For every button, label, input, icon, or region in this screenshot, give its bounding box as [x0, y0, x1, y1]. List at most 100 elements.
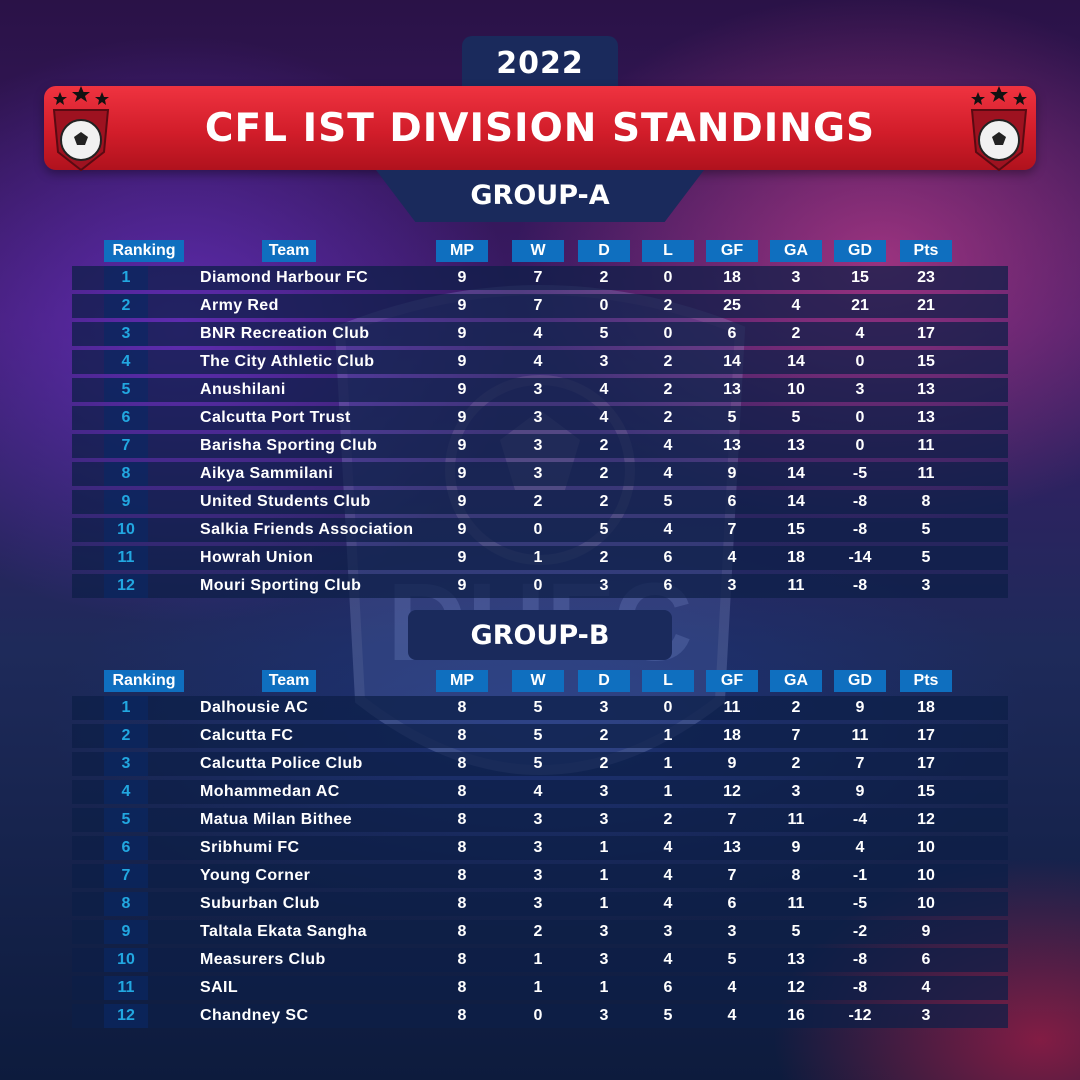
- cell-ranking: 12: [117, 1007, 135, 1024]
- year-tab: 2022: [462, 36, 618, 88]
- cell-d: 5: [599, 521, 609, 538]
- table-row: 4 Mohammedan AC 8 4 3 1 12 3 9 15: [72, 780, 1008, 804]
- rank-box: [104, 892, 148, 916]
- cell-gf: 5: [727, 409, 737, 426]
- cell-w: 1: [533, 979, 543, 996]
- cell-ga: 14: [787, 465, 805, 482]
- cell-w: 3: [533, 381, 543, 398]
- cell-pts: 3: [921, 1007, 931, 1024]
- cell-team: Measurers Club: [200, 951, 326, 968]
- cell-ga: 11: [787, 811, 805, 828]
- cell-w: 0: [533, 577, 543, 594]
- rank-box: [104, 266, 148, 290]
- cell-w: 5: [533, 699, 543, 716]
- cell-pts: 9: [921, 923, 931, 940]
- star-icon: [72, 86, 90, 102]
- cell-ranking: 1: [121, 269, 131, 286]
- table-row: 3 Calcutta Police Club 8 5 2 1 9 2 7 17: [72, 752, 1008, 776]
- cell-pts: 10: [917, 895, 935, 912]
- cell-gd: 15: [851, 269, 869, 286]
- cell-d: 1: [599, 867, 609, 884]
- rank-box: [104, 322, 148, 346]
- table-row: 9 Taltala Ekata Sangha 8 2 3 3 3 5 -2 9: [72, 920, 1008, 944]
- cell-gf: 9: [727, 465, 737, 482]
- cell-l: 1: [663, 727, 673, 744]
- title-banner: CFL IST DIVISION STANDINGS: [44, 86, 1036, 170]
- cell-gf: 7: [727, 867, 737, 884]
- table-row: 4 The City Athletic Club 9 4 3 2 14 14 0 15: [72, 350, 1008, 374]
- cell-ranking: 3: [121, 325, 131, 342]
- cell-gf: 25: [723, 297, 741, 314]
- cell-d: 3: [599, 951, 609, 968]
- cell-mp: 8: [457, 727, 467, 744]
- cell-l: 6: [663, 549, 673, 566]
- cell-pts: 4: [921, 979, 931, 996]
- rank-box: [104, 490, 148, 514]
- cell-gd: 11: [851, 727, 869, 744]
- cell-gf: 14: [723, 353, 741, 370]
- cell-team: Mohammedan AC: [200, 783, 340, 800]
- cell-gd: -8: [852, 951, 868, 968]
- cell-w: 3: [533, 839, 543, 856]
- cell-gf: 13: [723, 381, 741, 398]
- cell-gd: -1: [852, 867, 868, 884]
- cell-team: BNR Recreation Club: [200, 325, 370, 342]
- cell-ga: 11: [787, 895, 805, 912]
- cell-gd: -5: [852, 465, 868, 482]
- star-icon: [990, 86, 1008, 102]
- cell-mp: 9: [457, 409, 467, 426]
- cell-mp: 8: [457, 895, 467, 912]
- cell-pts: 5: [921, 549, 931, 566]
- column-header-mp: MP: [436, 240, 488, 262]
- table-row: 8 Aikya Sammilani 9 3 2 4 9 14 -5 11: [72, 462, 1008, 486]
- cell-gd: 0: [855, 353, 865, 370]
- cell-team: The City Athletic Club: [200, 353, 375, 370]
- cell-gd: 9: [855, 783, 865, 800]
- cell-pts: 5: [921, 521, 931, 538]
- table-row: 5 Anushilani 9 3 4 2 13 10 3 13: [72, 378, 1008, 402]
- cell-team: Anushilani: [200, 381, 286, 398]
- cell-l: 6: [663, 577, 673, 594]
- cell-w: 7: [533, 269, 543, 286]
- cell-d: 4: [599, 409, 609, 426]
- cell-ranking: 10: [117, 951, 135, 968]
- cell-ga: 15: [787, 521, 805, 538]
- cell-l: 4: [663, 895, 673, 912]
- cell-gf: 7: [727, 811, 737, 828]
- table-row: 2 Calcutta FC 8 5 2 1 18 7 11 17: [72, 724, 1008, 748]
- rank-box: [104, 836, 148, 860]
- table-row: 7 Barisha Sporting Club 9 3 2 4 13 13 0 11: [72, 434, 1008, 458]
- cell-l: 2: [663, 353, 673, 370]
- cell-gd: 0: [855, 409, 865, 426]
- cell-team: Calcutta Port Trust: [200, 409, 351, 426]
- rank-box: [104, 808, 148, 832]
- cell-ranking: 9: [121, 923, 131, 940]
- cell-w: 1: [533, 951, 543, 968]
- cell-w: 3: [533, 811, 543, 828]
- cell-ga: 3: [791, 783, 801, 800]
- cell-mp: 8: [457, 1007, 467, 1024]
- cell-gd: -2: [852, 923, 868, 940]
- cell-w: 3: [533, 437, 543, 454]
- cell-d: 3: [599, 923, 609, 940]
- cell-ranking: 8: [121, 465, 131, 482]
- cell-team: Calcutta Police Club: [200, 755, 363, 772]
- rank-box: [104, 948, 148, 972]
- cell-team: Taltala Ekata Sangha: [200, 923, 367, 940]
- cell-ga: 16: [787, 1007, 805, 1024]
- cell-ga: 14: [787, 493, 805, 510]
- cell-team: Barisha Sporting Club: [200, 437, 378, 454]
- cell-ga: 7: [791, 727, 801, 744]
- cell-w: 3: [533, 465, 543, 482]
- cell-team: Dalhousie AC: [200, 699, 309, 716]
- rank-box: [104, 920, 148, 944]
- cell-gd: -8: [852, 979, 868, 996]
- cell-l: 5: [663, 493, 673, 510]
- cell-d: 3: [599, 699, 609, 716]
- table-row: 11 Howrah Union 9 1 2 6 4 18 -14 5: [72, 546, 1008, 570]
- cell-d: 3: [599, 577, 609, 594]
- cell-ga: 14: [787, 353, 805, 370]
- cell-team: Howrah Union: [200, 549, 314, 566]
- table-row: 5 Matua Milan Bithee 8 3 3 2 7 11 -4 12: [72, 808, 1008, 832]
- rank-box: [104, 378, 148, 402]
